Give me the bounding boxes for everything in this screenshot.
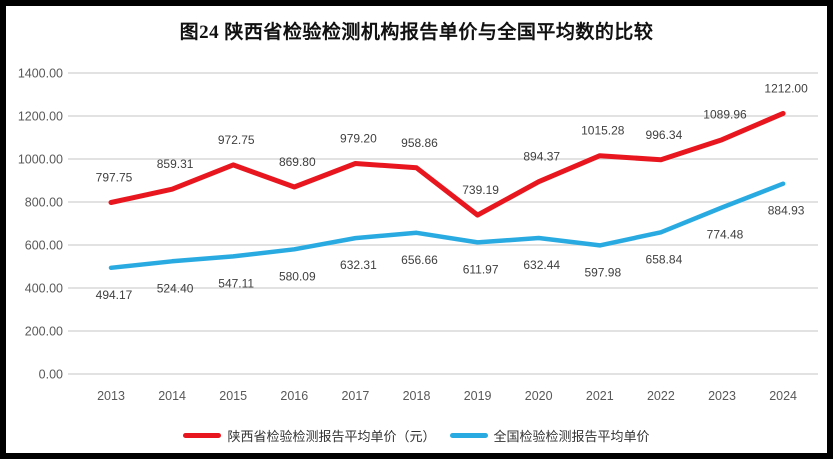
value-label: 797.75	[96, 170, 133, 184]
y-tick-label: 800.00	[25, 196, 63, 210]
x-tick-label: 2016	[280, 389, 308, 403]
x-tick-label: 2015	[219, 389, 247, 403]
value-label: 632.31	[340, 258, 377, 272]
value-label: 656.66	[401, 253, 438, 267]
value-label: 1212.00	[764, 81, 808, 95]
value-label: 958.86	[401, 136, 438, 150]
x-tick-label: 2017	[341, 389, 369, 403]
y-tick-label: 0.00	[39, 368, 63, 382]
value-label: 580.09	[279, 269, 316, 283]
value-label: 524.40	[157, 281, 194, 295]
x-tick-label: 2022	[647, 389, 675, 403]
legend: 陕西省检验检测报告平均单价（元） 全国检验检测报告平均单价	[6, 426, 827, 445]
y-tick-label: 600.00	[25, 239, 63, 253]
value-label: 979.20	[340, 131, 377, 145]
value-label: 894.37	[523, 150, 560, 164]
x-tick-label: 2019	[464, 389, 492, 403]
value-label: 774.48	[707, 227, 744, 241]
value-label: 1089.96	[703, 108, 747, 122]
legend-item-national: 全国检验检测报告平均单价	[449, 426, 650, 445]
red-line-swatch-icon	[183, 433, 222, 438]
value-label: 739.19	[462, 183, 499, 197]
legend-label-national: 全国检验检测报告平均单价	[493, 429, 650, 444]
value-label: 597.98	[584, 265, 621, 279]
chart-title: 图24 陕西省检验检测机构报告单价与全国平均数的比较	[179, 22, 654, 43]
value-label: 658.84	[646, 252, 683, 266]
x-tick-label: 2018	[403, 389, 431, 403]
x-tick-label: 2014	[158, 389, 186, 403]
value-label: 547.11	[218, 276, 254, 290]
value-label: 611.97	[463, 262, 499, 276]
value-label: 884.93	[768, 204, 805, 218]
x-tick-label: 2021	[586, 389, 614, 403]
value-label: 972.75	[218, 133, 255, 147]
legend-item-shaanxi: 陕西省检验检测报告平均单价（元）	[183, 426, 436, 445]
series-line	[108, 181, 786, 271]
blue-line-swatch-icon	[449, 433, 488, 438]
value-label: 996.34	[646, 128, 683, 142]
value-label: 859.31	[157, 157, 194, 171]
series-line	[108, 110, 786, 218]
value-label: 632.44	[523, 258, 560, 272]
value-label: 1015.28	[581, 124, 625, 138]
x-tick-label: 2024	[769, 389, 797, 403]
y-tick-label: 200.00	[25, 325, 63, 339]
legend-label-shaanxi: 陕西省检验检测报告平均单价（元）	[227, 429, 436, 444]
y-tick-label: 400.00	[25, 282, 63, 296]
x-tick-label: 2013	[97, 389, 125, 403]
x-tick-label: 2020	[525, 389, 553, 403]
y-tick-label: 1000.00	[18, 153, 63, 167]
x-tick-label: 2023	[708, 389, 736, 403]
value-label: 869.80	[279, 155, 316, 169]
line-chart: 0.00 200.00 400.00 600.00 800.00 1000.00 1200.…	[18, 67, 818, 403]
value-label: 494.17	[96, 288, 133, 302]
y-tick-label: 1200.00	[18, 110, 63, 124]
y-tick-label: 1400.00	[18, 67, 63, 81]
